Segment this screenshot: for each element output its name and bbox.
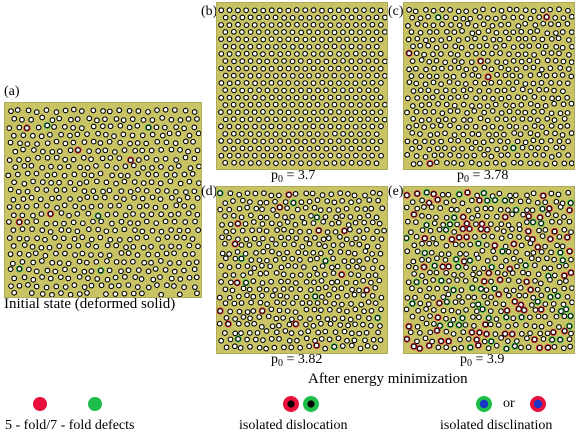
- panel-d-pressure: p0 = 3.82: [271, 352, 322, 369]
- simulation-panel-c: [403, 2, 575, 170]
- panel-b-p-symbol: p: [271, 168, 278, 183]
- five-fold-defect-icon: [33, 397, 47, 411]
- legend-dislocation-text: isolated dislocation: [239, 418, 348, 433]
- panel-a-caption: Initial state (deformed solid): [4, 296, 176, 312]
- panel-b-pressure: p0 = 3.7: [271, 168, 315, 185]
- panel-c-p-subscript: 0: [464, 174, 469, 185]
- group-caption: After energy minimization: [308, 371, 468, 387]
- panel-d-p-symbol: p: [271, 352, 278, 367]
- panel-e-p-value: = 3.9: [472, 352, 505, 367]
- panel-d-label: (d): [201, 184, 218, 199]
- panel-a-label: (a): [4, 84, 20, 99]
- isolated-disclination-red-icon: [530, 396, 546, 412]
- panel-e-p-symbol: p: [460, 352, 467, 367]
- panel-c-pressure: p0 = 3.78: [457, 168, 508, 185]
- simulation-panel-b: [216, 2, 388, 170]
- panel-e-p-subscript: 0: [467, 358, 472, 369]
- panel-b-label: (b): [201, 4, 218, 19]
- panel-c-p-symbol: p: [457, 168, 464, 183]
- panel-e-label: (e): [388, 184, 404, 199]
- panel-b-p-subscript: 0: [278, 174, 283, 185]
- panel-d-p-subscript: 0: [278, 358, 283, 369]
- isolated-dislocation-icon: [283, 396, 319, 412]
- legend-or-text: or: [503, 396, 515, 411]
- legend-symbols: [33, 396, 546, 412]
- legend-defects-text: 5 - fold/7 - fold defects: [5, 418, 135, 433]
- legend-disclination-text: isolated disclination: [440, 418, 553, 433]
- simulation-panel-a: [4, 102, 202, 298]
- panel-c-p-value: = 3.78: [469, 168, 509, 183]
- seven-fold-defect-icon: [88, 397, 102, 411]
- panel-e-pressure: p0 = 3.9: [460, 352, 504, 369]
- simulation-panel-e: [403, 186, 575, 354]
- panel-b-p-value: = 3.7: [283, 168, 316, 183]
- panel-d-p-value: = 3.82: [283, 352, 323, 367]
- isolated-disclination-green-icon: [476, 396, 492, 412]
- simulation-panel-d: [216, 186, 388, 354]
- panel-c-label: (c): [388, 4, 404, 19]
